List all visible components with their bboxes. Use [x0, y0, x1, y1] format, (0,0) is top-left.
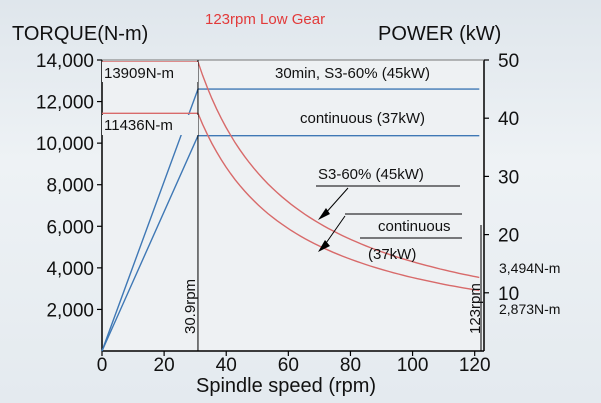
series-line-torque-2	[102, 61, 480, 279]
curve-s3-leader	[323, 187, 349, 216]
power-tick-label: 30	[498, 167, 519, 188]
x-tick-label: 0	[97, 355, 108, 376]
x-tick-label: 20	[154, 355, 175, 376]
curve-s3-arrowhead	[318, 208, 330, 220]
power-tick-label: 50	[498, 51, 519, 72]
torque-peak-cont-label: 11436N-m	[104, 117, 173, 134]
x-tick-label: 120	[459, 355, 491, 376]
torque-tick-label: 4,000	[46, 259, 94, 280]
torque-end-s3-label: 3,494N-m	[499, 260, 560, 276]
chart-title: 123rpm Low Gear	[205, 11, 325, 28]
torque-peak-s3-label: 13909N-m	[104, 65, 174, 82]
torque-end-cont-label: 2,873N-m	[499, 301, 560, 317]
curve-cont-leader	[323, 215, 346, 247]
x-axis-label: Spindle speed (rpm)	[196, 375, 376, 397]
torque-tick-label: 8,000	[46, 176, 94, 197]
torque-peak-s3-box	[102, 62, 198, 82]
torque-tick-label: 12,000	[36, 93, 94, 114]
power-s3-label: 30min, S3-60% (45kW)	[275, 65, 430, 82]
x-tick-label: 40	[216, 355, 237, 376]
x-tick-label: 60	[278, 355, 299, 376]
power-tick-label: 20	[498, 226, 519, 247]
left-axis-label: TORQUE(N-m)	[12, 23, 148, 45]
torque-peak-cont-box	[102, 115, 198, 135]
power-tick-label: 40	[498, 109, 519, 130]
power-cont-label: continuous (37kW)	[300, 110, 425, 127]
right-axis-label: POWER (kW)	[378, 23, 501, 45]
power-tick-label: 10	[498, 284, 519, 305]
x-tick-label: 100	[397, 355, 429, 376]
curve-cont-label-1: continuous	[378, 218, 451, 235]
torque-tick-label: 2,000	[46, 300, 94, 321]
curve-cont-label-2: (37kW)	[368, 246, 416, 263]
x-tick-label: 80	[340, 355, 361, 376]
base-speed-label: 30.9rpm	[182, 279, 199, 334]
torque-tick-label: 10,000	[36, 134, 94, 155]
curve-s3-label: S3-60% (45kW)	[318, 166, 424, 183]
axis-ticks: 0 20 40 60 80 100 120 2,000 4,000 6,000 8,000 10,00…	[36, 51, 519, 376]
series-line-torque-3	[102, 112, 480, 292]
torque-tick-label: 14,000	[36, 51, 94, 72]
curve-cont-arrowhead	[318, 240, 330, 252]
torque-tick-label: 6,000	[46, 217, 94, 238]
max-speed-label: 123rpm	[467, 283, 484, 334]
